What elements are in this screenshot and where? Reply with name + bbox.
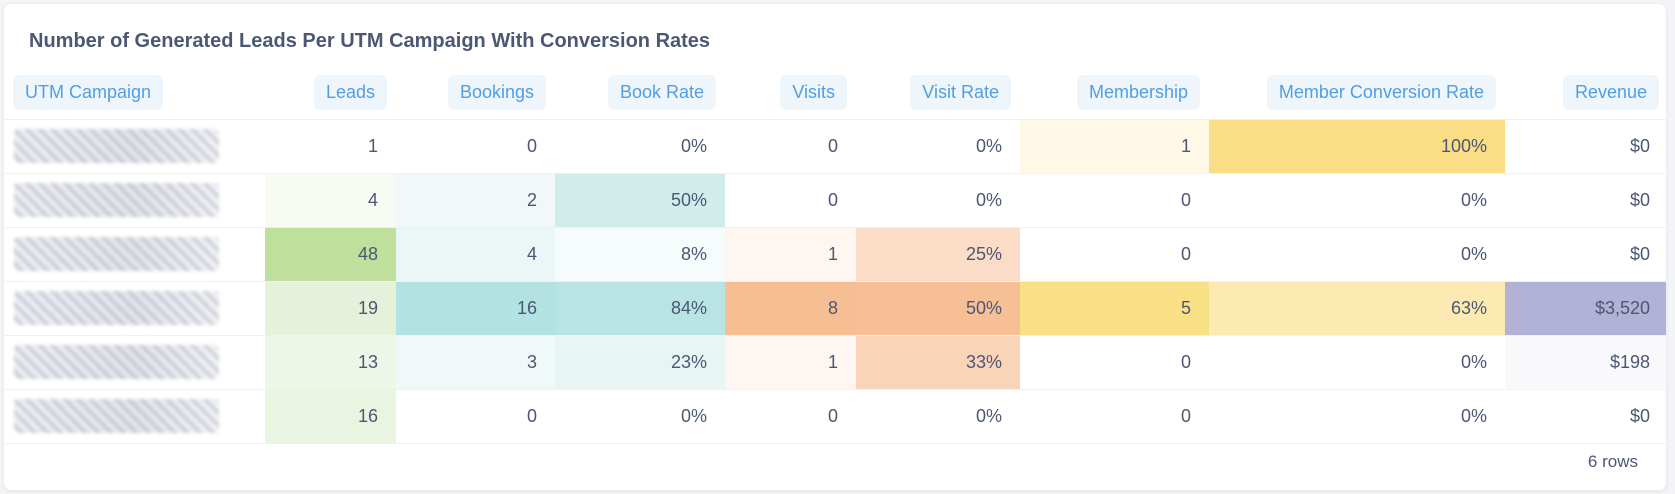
cell-revenue[interactable]: $0 <box>1505 227 1666 282</box>
column-header-visits[interactable]: Visits <box>780 75 847 111</box>
cell-book-rate[interactable]: 0% <box>555 119 725 174</box>
cell-visits[interactable]: 1 <box>725 335 856 390</box>
cell-utm-campaign[interactable] <box>4 281 265 336</box>
header-cell-visit-rate: Visit Rate <box>856 67 1020 120</box>
redacted-campaign-name <box>14 129 219 163</box>
header-cell-leads: Leads <box>265 67 396 120</box>
cell-book-rate[interactable]: 0% <box>555 389 725 444</box>
cell-visit-rate[interactable]: 25% <box>856 227 1020 282</box>
table-row: 1 0 0% 0 0% 1 100% $0 <box>4 119 1666 174</box>
redacted-campaign-name <box>14 291 219 325</box>
column-header-membership[interactable]: Membership <box>1076 75 1200 111</box>
redacted-campaign-name <box>14 183 219 217</box>
cell-visits[interactable]: 0 <box>725 119 856 174</box>
column-header-member-conversion-rate[interactable]: Member Conversion Rate <box>1266 75 1496 111</box>
cell-membership[interactable]: 1 <box>1020 119 1209 174</box>
cell-leads[interactable]: 4 <box>265 173 396 228</box>
cell-member-conversion-rate[interactable]: 0% <box>1209 227 1505 282</box>
header-cell-bookings: Bookings <box>396 67 555 120</box>
redacted-campaign-name <box>14 237 219 271</box>
header-cell-member-conversion-rate: Member Conversion Rate <box>1209 67 1505 120</box>
cell-leads[interactable]: 13 <box>265 335 396 390</box>
cell-revenue[interactable]: $198 <box>1505 335 1666 390</box>
cell-bookings[interactable]: 2 <box>396 173 555 228</box>
cell-revenue[interactable]: $0 <box>1505 389 1666 444</box>
cell-leads[interactable]: 19 <box>265 281 396 336</box>
card-title: Number of Generated Leads Per UTM Campai… <box>29 30 711 52</box>
cell-membership[interactable]: 0 <box>1020 173 1209 228</box>
table-row: 16 0 0% 0 0% 0 0% $0 <box>4 389 1666 444</box>
cell-utm-campaign[interactable] <box>4 119 265 174</box>
cell-bookings[interactable]: 4 <box>396 227 555 282</box>
cell-leads[interactable]: 16 <box>265 389 396 444</box>
cell-visit-rate[interactable]: 0% <box>856 173 1020 228</box>
cell-bookings[interactable]: 0 <box>396 119 555 174</box>
column-header-visit-rate[interactable]: Visit Rate <box>910 75 1011 111</box>
row-count: 6 rows <box>1587 452 1638 471</box>
cell-member-conversion-rate[interactable]: 63% <box>1209 281 1505 336</box>
cell-membership[interactable]: 5 <box>1020 281 1209 336</box>
header-cell-book-rate: Book Rate <box>555 67 725 120</box>
cell-revenue[interactable]: $0 <box>1505 173 1666 228</box>
cell-member-conversion-rate[interactable]: 0% <box>1209 335 1505 390</box>
column-header-bookings[interactable]: Bookings <box>447 75 546 111</box>
cell-revenue[interactable]: $0 <box>1505 119 1666 174</box>
cell-member-conversion-rate[interactable]: 100% <box>1209 119 1505 174</box>
cell-leads[interactable]: 48 <box>265 227 396 282</box>
cell-member-conversion-rate[interactable]: 0% <box>1209 389 1505 444</box>
cell-membership[interactable]: 0 <box>1020 227 1209 282</box>
column-header-leads[interactable]: Leads <box>313 75 387 111</box>
question-card: Number of Generated Leads Per UTM Campai… <box>3 3 1667 491</box>
cell-visit-rate[interactable]: 50% <box>856 281 1020 336</box>
cell-visit-rate[interactable]: 0% <box>856 389 1020 444</box>
cell-member-conversion-rate[interactable]: 0% <box>1209 173 1505 228</box>
cell-visits[interactable]: 0 <box>725 173 856 228</box>
table-row: 4 2 50% 0 0% 0 0% $0 <box>4 173 1666 228</box>
cell-bookings[interactable]: 3 <box>396 335 555 390</box>
results-table: UTM Campaign Leads Bookings Book Rate Vi… <box>4 67 1666 444</box>
header-cell-visits: Visits <box>725 67 856 120</box>
cell-utm-campaign[interactable] <box>4 173 265 228</box>
table-row: 13 3 23% 1 33% 0 0% $198 <box>4 335 1666 390</box>
cell-leads[interactable]: 1 <box>265 119 396 174</box>
cell-bookings[interactable]: 16 <box>396 281 555 336</box>
cell-visits[interactable]: 0 <box>725 389 856 444</box>
cell-visits[interactable]: 1 <box>725 227 856 282</box>
column-header-utm-campaign[interactable]: UTM Campaign <box>13 75 164 111</box>
cell-revenue[interactable]: $3,520 <box>1505 281 1666 336</box>
cell-utm-campaign[interactable] <box>4 335 265 390</box>
cell-visit-rate[interactable]: 33% <box>856 335 1020 390</box>
cell-utm-campaign[interactable] <box>4 389 265 444</box>
cell-book-rate[interactable]: 50% <box>555 173 725 228</box>
cell-book-rate[interactable]: 23% <box>555 335 725 390</box>
table-header-row: UTM Campaign Leads Bookings Book Rate Vi… <box>4 67 1666 120</box>
redacted-campaign-name <box>14 399 219 433</box>
header-cell-utm-campaign: UTM Campaign <box>4 67 265 120</box>
table-row: 48 4 8% 1 25% 0 0% $0 <box>4 227 1666 282</box>
table-row: 19 16 84% 8 50% 5 63% $3,520 <box>4 281 1666 336</box>
column-header-revenue[interactable]: Revenue <box>1562 75 1659 111</box>
cell-book-rate[interactable]: 8% <box>555 227 725 282</box>
cell-book-rate[interactable]: 84% <box>555 281 725 336</box>
header-cell-revenue: Revenue <box>1505 67 1666 120</box>
cell-visit-rate[interactable]: 0% <box>856 119 1020 174</box>
cell-visits[interactable]: 8 <box>725 281 856 336</box>
cell-bookings[interactable]: 0 <box>396 389 555 444</box>
column-header-book-rate[interactable]: Book Rate <box>607 75 716 111</box>
header-cell-membership: Membership <box>1020 67 1209 120</box>
cell-membership[interactable]: 0 <box>1020 335 1209 390</box>
redacted-campaign-name <box>14 345 219 379</box>
cell-membership[interactable]: 0 <box>1020 389 1209 444</box>
cell-utm-campaign[interactable] <box>4 227 265 282</box>
